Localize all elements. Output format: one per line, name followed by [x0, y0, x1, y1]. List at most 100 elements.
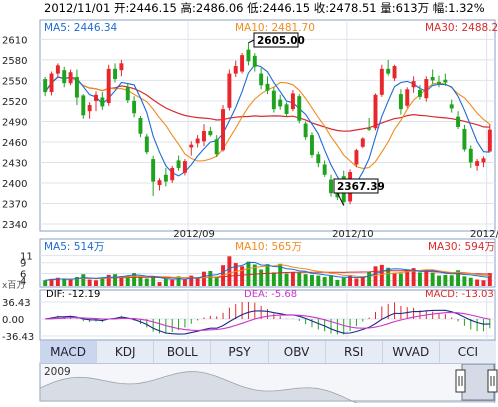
tab-obv[interactable]: OBV	[269, 341, 326, 363]
candle-body	[462, 128, 467, 150]
price-tick-label: 2460	[2, 138, 27, 149]
volume-bar	[189, 275, 194, 286]
candle-body	[329, 179, 333, 194]
tab-macd[interactable]: MACD	[40, 341, 98, 363]
candle-body	[113, 68, 118, 80]
candle-body	[430, 77, 435, 81]
candle-body	[411, 81, 416, 88]
volume-bar	[341, 277, 346, 286]
volume-bar	[132, 273, 137, 286]
volume-tick-label: 9	[20, 259, 26, 270]
tab-boll[interactable]: BOLL	[154, 341, 212, 363]
dea-legend: DEA: -5.68	[244, 289, 297, 300]
volume-bar	[430, 272, 435, 286]
volume-bar	[68, 279, 73, 286]
vol-ma30-legend: MA30: 594万	[428, 241, 495, 253]
volume-bar	[157, 282, 162, 286]
volume-bar	[125, 275, 130, 286]
navigator-year-label: 2009	[44, 366, 71, 378]
volume-bar	[100, 277, 105, 286]
tab-rsi[interactable]: RSI	[326, 341, 383, 363]
vol-ma10-legend: MA10: 565万	[235, 241, 302, 253]
volume-bar	[329, 275, 333, 286]
volume-bar	[240, 266, 245, 286]
ma10-legend: MA10: 2481.70	[235, 22, 315, 34]
volume-bars	[43, 256, 492, 286]
price-tick-label: 2400	[2, 179, 27, 190]
high-callout-box	[253, 32, 299, 48]
price-tick-label: 2610	[2, 35, 27, 46]
candle-body	[195, 138, 200, 144]
candle-body	[373, 94, 378, 129]
volume-bar	[74, 277, 79, 286]
volume-bar	[411, 268, 416, 286]
volume-bar	[55, 277, 60, 286]
ma5-line	[44, 63, 490, 189]
navigator-right-handle[interactable]	[487, 369, 498, 393]
candle-body	[322, 164, 327, 175]
volume-bar	[417, 272, 422, 286]
volume-bar	[487, 273, 492, 286]
candle-body	[100, 97, 105, 107]
quote-header: 2012/11/01 开:2446.15 高:2486.06 低:2446.15…	[44, 1, 485, 15]
candle-body	[468, 148, 473, 163]
volume-bar	[379, 264, 384, 286]
volume-bar	[297, 272, 302, 286]
volume-bar	[462, 276, 467, 286]
volume-ma-lines	[45, 261, 490, 281]
price-tick-label: 2580	[2, 56, 27, 67]
candle-body	[360, 138, 365, 147]
candle-body	[62, 70, 67, 84]
candle-body	[379, 68, 384, 95]
volume-bar	[170, 279, 175, 286]
tab-wvad[interactable]: WVAD	[383, 341, 440, 363]
volume-bar	[62, 279, 67, 286]
price-tick-label: 2520	[2, 97, 27, 108]
candle-body	[278, 99, 283, 107]
candle-body	[144, 136, 149, 153]
candle-body	[424, 79, 429, 99]
volume-bar	[233, 263, 238, 286]
volume-bar	[468, 277, 473, 286]
volume-bar	[138, 277, 143, 286]
candle-body	[208, 131, 213, 136]
dea-line	[45, 311, 490, 331]
price-tick-label: 2490	[2, 117, 27, 128]
volume-unit-label: x百万	[2, 280, 25, 291]
volume-bar	[449, 275, 454, 286]
candle-body	[151, 159, 156, 182]
candle-body	[252, 55, 257, 67]
low-callout: 2367.39	[337, 181, 385, 193]
volume-bar	[144, 278, 149, 286]
candle-body	[49, 73, 54, 93]
macd-tick-label: -36.43	[2, 332, 34, 343]
high-callout: 2605.00	[257, 35, 305, 47]
candle-body	[132, 100, 137, 114]
candle-body	[55, 65, 60, 74]
date-x-axis: 2012/09 2012/10 2012/	[173, 229, 498, 240]
tab-cci[interactable]: CCI	[457, 345, 479, 359]
candle-body	[398, 94, 403, 110]
candle-body	[309, 135, 314, 155]
price-tick-label: 2370	[2, 199, 27, 210]
volume-bar	[271, 272, 276, 286]
candle-body	[221, 109, 226, 151]
date-tick-label: 2012/10	[332, 229, 374, 240]
volume-bar	[278, 263, 283, 286]
volume-bar	[373, 266, 378, 286]
candle-body	[303, 123, 308, 138]
tab-kdj[interactable]: KDJ	[97, 341, 155, 363]
volume-bar	[424, 270, 429, 286]
navigator-left-handle[interactable]	[455, 369, 466, 393]
candle-body	[456, 116, 461, 127]
candle-body	[202, 131, 206, 142]
candle-body	[125, 87, 130, 101]
tab-psy[interactable]: PSY	[211, 341, 269, 363]
volume-bar	[195, 278, 200, 286]
candle-body	[259, 73, 264, 86]
candle-body	[138, 118, 143, 134]
volume-bar	[81, 274, 86, 286]
candle-body	[405, 89, 410, 106]
candlesticks	[43, 42, 492, 206]
